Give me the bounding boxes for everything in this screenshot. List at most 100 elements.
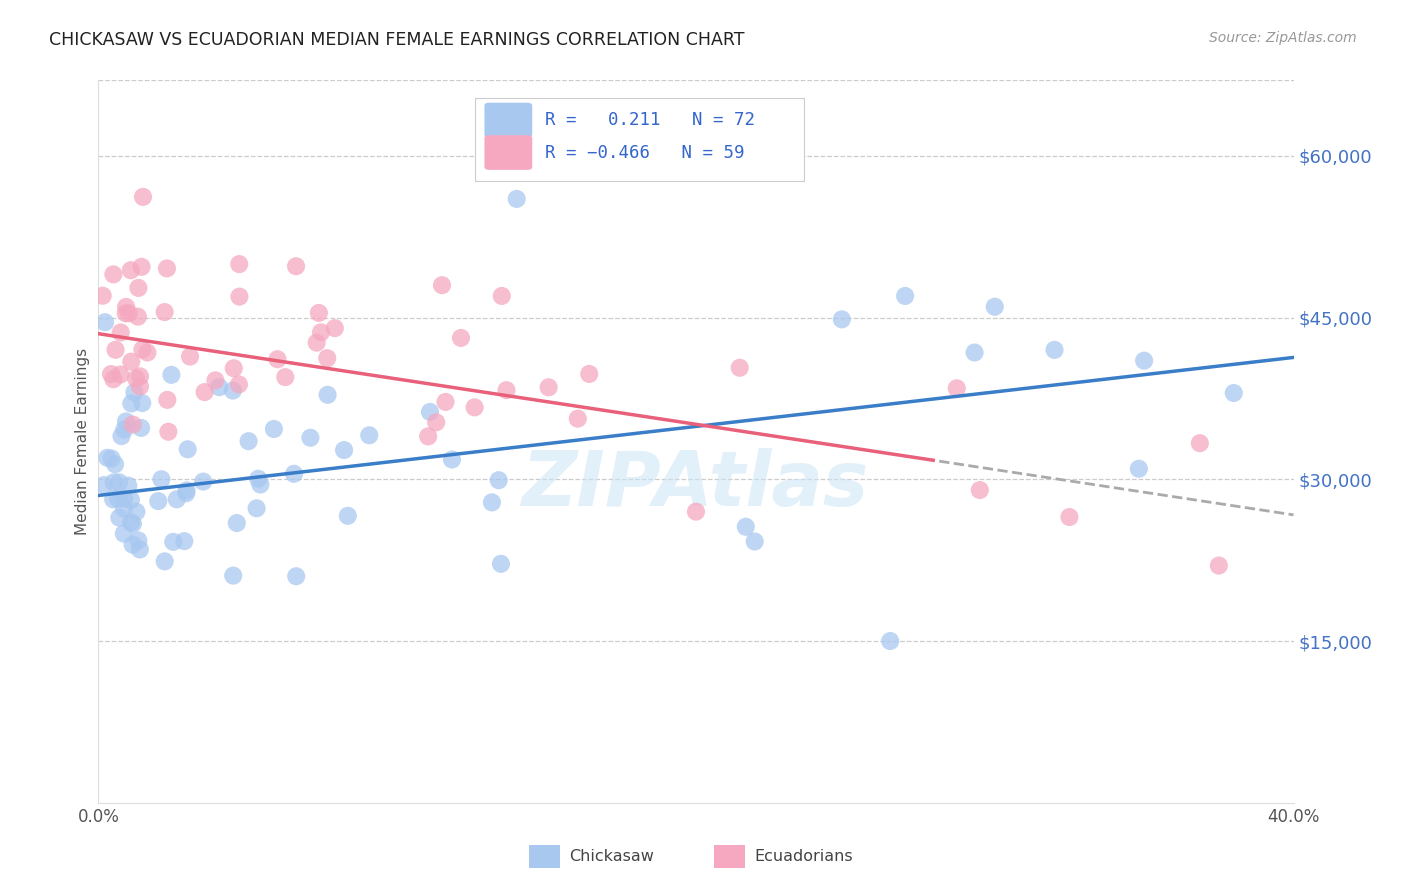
Point <box>122 516 145 531</box>
Point <box>108 475 131 490</box>
Text: Ecuadorians: Ecuadorians <box>755 849 853 863</box>
Point <box>567 411 589 425</box>
Point <box>107 491 129 506</box>
Point <box>489 557 512 571</box>
Point <box>157 425 180 439</box>
Point <box>945 381 967 395</box>
Point <box>93 478 115 492</box>
Point <box>162 534 184 549</box>
Point <box>228 257 250 271</box>
Point <box>110 429 132 443</box>
Point <box>100 367 122 381</box>
Point <box>491 289 513 303</box>
Point <box>131 343 153 357</box>
Point <box>174 486 197 500</box>
Point <box>208 380 231 394</box>
Point <box>108 510 131 524</box>
Point <box>129 379 152 393</box>
Point <box>309 326 332 340</box>
Point <box>193 475 215 489</box>
Point <box>434 395 457 409</box>
Point <box>359 428 381 442</box>
Point <box>1188 436 1211 450</box>
Point <box>1128 461 1150 475</box>
Point <box>274 370 297 384</box>
Point <box>129 369 152 384</box>
Point <box>132 190 155 204</box>
Bar <box>529 845 560 868</box>
Point <box>131 260 153 274</box>
Point <box>222 568 245 582</box>
Point <box>246 501 269 516</box>
Point <box>333 443 356 458</box>
Point <box>120 354 142 368</box>
Point <box>120 263 142 277</box>
Point <box>173 534 195 549</box>
Point <box>1059 510 1081 524</box>
Point <box>128 542 150 557</box>
Text: R = −0.466   N = 59: R = −0.466 N = 59 <box>546 144 745 161</box>
Point <box>336 508 359 523</box>
Point <box>94 315 117 329</box>
Point <box>114 306 136 320</box>
Point <box>120 396 142 410</box>
Point <box>136 345 159 359</box>
Point <box>734 520 756 534</box>
Point <box>112 491 135 506</box>
Point <box>578 367 600 381</box>
Point <box>464 401 486 415</box>
Point <box>110 368 132 382</box>
Point <box>831 312 853 326</box>
Bar <box>714 845 745 868</box>
Point <box>323 321 346 335</box>
Point <box>104 343 127 357</box>
Text: R =   0.211   N = 72: R = 0.211 N = 72 <box>546 111 755 129</box>
Point <box>283 467 305 481</box>
Point <box>299 431 322 445</box>
FancyBboxPatch shape <box>485 103 533 137</box>
Point <box>308 306 330 320</box>
Point <box>728 360 751 375</box>
Point <box>984 300 1007 314</box>
Point <box>894 289 917 303</box>
Point <box>506 192 529 206</box>
Point <box>176 442 198 457</box>
Point <box>537 380 560 394</box>
Point <box>112 422 135 436</box>
Point <box>425 415 447 429</box>
Point <box>249 477 271 491</box>
Point <box>160 368 183 382</box>
Point <box>963 345 986 359</box>
Point <box>225 516 247 530</box>
Text: Chickasaw: Chickasaw <box>569 849 654 863</box>
Point <box>125 371 148 385</box>
Point <box>969 483 991 497</box>
Point <box>166 492 188 507</box>
Point <box>148 494 170 508</box>
Point <box>129 421 152 435</box>
Point <box>238 434 260 449</box>
Point <box>179 350 201 364</box>
Point <box>228 290 250 304</box>
Point <box>247 472 270 486</box>
Point <box>285 569 308 583</box>
FancyBboxPatch shape <box>475 98 804 181</box>
Point <box>120 516 142 530</box>
Point <box>176 483 198 498</box>
Point <box>418 429 440 443</box>
Point <box>117 478 139 492</box>
Point <box>127 310 149 324</box>
Point <box>103 268 125 282</box>
Point <box>153 305 176 319</box>
Point <box>103 372 125 386</box>
Point <box>744 534 766 549</box>
Point <box>124 385 146 400</box>
Point <box>125 505 148 519</box>
Point <box>153 554 176 568</box>
Text: Source: ZipAtlas.com: Source: ZipAtlas.com <box>1209 31 1357 45</box>
Point <box>285 259 308 273</box>
Point <box>266 352 288 367</box>
Point <box>450 331 472 345</box>
Point <box>100 451 122 466</box>
Point <box>104 457 127 471</box>
